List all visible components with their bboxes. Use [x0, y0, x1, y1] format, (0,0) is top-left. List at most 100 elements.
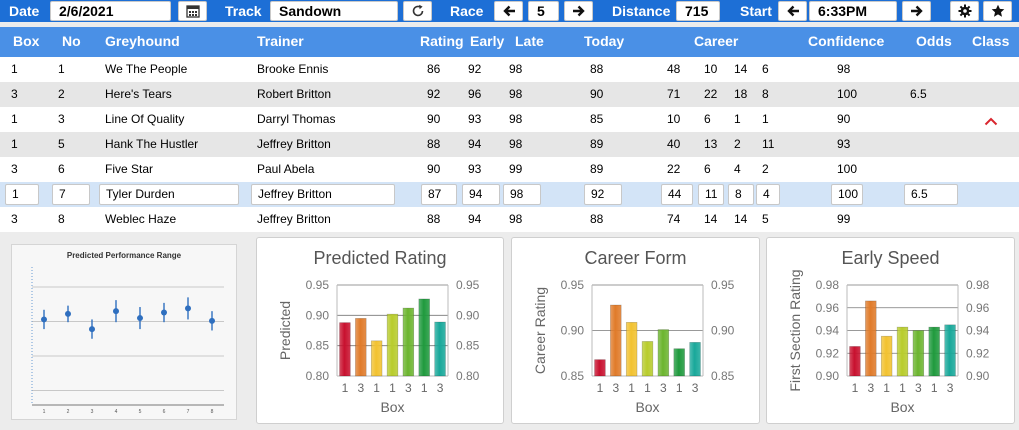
table-header: Box No Greyhound Trainer Rating Early La…: [0, 27, 1019, 57]
cell-box[interactable]: 1: [5, 184, 39, 205]
y-axis-label: First Section Rating: [787, 269, 803, 391]
cell-career-wins[interactable]: 11: [698, 184, 724, 205]
chevron-up-icon[interactable]: [984, 117, 998, 126]
chart-title: Career Form: [584, 248, 687, 268]
cell-rating[interactable]: 87: [421, 184, 457, 205]
cell-confidence[interactable]: 100: [831, 184, 863, 205]
cell-late: 98: [509, 112, 523, 126]
cell-career-wins: 6: [704, 162, 711, 176]
cell-rating: 88: [427, 212, 441, 226]
start-prev-button[interactable]: [778, 1, 807, 21]
race-prev-button[interactable]: [494, 1, 523, 21]
table-row[interactable]: 1 7 Tyler Durden Jeffrey Britton 87 94 98 92 44 1…: [0, 182, 1019, 207]
cell-career-seconds[interactable]: 8: [728, 184, 754, 205]
favorite-button[interactable]: [983, 1, 1012, 21]
cell-odds[interactable]: 6.5: [904, 184, 958, 205]
race-input[interactable]: 5: [528, 1, 559, 21]
cell-career-wins: 13: [704, 137, 718, 151]
performance-range-chart: Predicted Performance Range 1 2 3 4 5 6 7 8: [11, 244, 237, 420]
x-tick-label: 3: [405, 381, 412, 395]
cell-late: 98: [509, 62, 523, 76]
tick-label: 6: [163, 409, 166, 415]
cell-career-seconds: 14: [734, 212, 748, 226]
tick-label: 1: [43, 409, 46, 415]
settings-button[interactable]: [950, 1, 979, 21]
start-next-button[interactable]: [902, 1, 931, 21]
cell-no: 2: [58, 87, 65, 101]
y-tick-label: 0.90: [561, 324, 585, 338]
cell-today[interactable]: 92: [584, 184, 622, 205]
x-tick-label: 1: [899, 381, 906, 395]
y-tick-label-right: 0.98: [966, 278, 990, 292]
cell-career-starts[interactable]: 44: [661, 184, 693, 205]
col-confidence[interactable]: Confidence: [808, 33, 885, 49]
cell-career-starts: 71: [667, 87, 681, 101]
col-box[interactable]: Box: [13, 33, 40, 49]
cell-career-seconds: 4: [734, 162, 741, 176]
cell-career-wins: 22: [704, 87, 718, 101]
x-tick-label: 1: [628, 381, 635, 395]
bar: [402, 307, 415, 377]
predicted-rating-panel: Predicted Rating 0.95 0.95 0.90 0.90 0.85 0.8…: [256, 237, 504, 424]
y-tick-label: 0.90: [306, 308, 330, 322]
col-early[interactable]: Early: [470, 33, 505, 49]
table-row[interactable]: 3 8 Weblec Haze Jeffrey Britton 88 94 98 88 74 14…: [0, 207, 1019, 232]
track-label: Track: [225, 3, 262, 19]
cell-greyhound: Weblec Haze: [105, 212, 177, 226]
cell-early: 94: [468, 137, 482, 151]
table-row[interactable]: 1 5 Hank The Hustler Jeffrey Britton 88 94 98 8…: [0, 132, 1019, 157]
cell-greyhound: Five Star: [105, 162, 154, 176]
y-tick-label: 0.80: [306, 369, 330, 383]
refresh-button[interactable]: [403, 1, 432, 21]
col-trainer[interactable]: Trainer: [257, 33, 304, 49]
x-tick-label: 3: [660, 381, 667, 395]
col-today[interactable]: Today: [584, 33, 625, 49]
y-tick-label: 0.85: [306, 339, 330, 353]
start-label: Start: [740, 3, 772, 19]
cell-late: 99: [509, 162, 523, 176]
table-row[interactable]: 3 2 Here's Tears Robert Britton 92 96 98 90 71 22…: [0, 82, 1019, 107]
race-next-button[interactable]: [564, 1, 593, 21]
table-row[interactable]: 1 1 We The People Brooke Ennis 86 92 98 88 48 10 1…: [0, 57, 1019, 82]
career-form-chart: 0.95 0.950.90 0.900.85 0.851 3 1 1 3 1 3BoxCareer…: [532, 278, 735, 415]
col-rating[interactable]: Rating: [420, 33, 464, 49]
bar: [849, 346, 861, 377]
cell-no: 8: [58, 212, 65, 226]
cell-trainer[interactable]: Jeffrey Britton: [251, 184, 395, 205]
y-tick-label-right: 0.92: [966, 346, 990, 360]
col-no[interactable]: No: [62, 33, 81, 49]
bar: [912, 330, 925, 377]
star-icon: [991, 4, 1004, 17]
cell-career-seconds: 18: [734, 87, 748, 101]
cell-box: 3: [11, 162, 18, 176]
table-row[interactable]: 3 6 Five Star Paul Abela 90 93 99 89 22 6 4 2 100: [0, 157, 1019, 182]
col-odds[interactable]: Odds: [916, 33, 952, 49]
x-tick-label: 1: [597, 381, 604, 395]
cell-no[interactable]: 7: [52, 184, 90, 205]
bar: [339, 322, 351, 377]
x-tick-label: 1: [421, 381, 428, 395]
distance-input[interactable]: 715: [676, 1, 720, 21]
calendar-button[interactable]: [178, 1, 207, 21]
bar: [657, 329, 670, 377]
date-label: Date: [9, 3, 40, 19]
col-late[interactable]: Late: [515, 33, 544, 49]
cell-early[interactable]: 94: [462, 184, 500, 205]
track-input[interactable]: Sandown: [270, 1, 398, 21]
x-tick-label: 1: [852, 381, 859, 395]
table-row[interactable]: 1 3 Line Of Quality Darryl Thomas 90 93 98 85 10…: [0, 107, 1019, 132]
y-tick-label: 0.94: [816, 324, 840, 338]
cell-late[interactable]: 98: [503, 184, 541, 205]
cell-late: 98: [509, 212, 523, 226]
start-input[interactable]: 6:33PM: [809, 1, 897, 21]
col-career[interactable]: Career: [694, 33, 739, 49]
cell-greyhound[interactable]: Tyler Durden: [99, 184, 239, 205]
cell-career-thirds[interactable]: 4: [756, 184, 780, 205]
cell-rating: 92: [427, 87, 441, 101]
date-input[interactable]: 2/6/2021: [50, 1, 171, 21]
col-greyhound[interactable]: Greyhound: [105, 33, 180, 49]
col-class[interactable]: Class: [972, 33, 1010, 49]
cell-today: 89: [590, 162, 604, 176]
cell-career-seconds: 1: [734, 112, 741, 126]
data-point: [65, 310, 71, 317]
